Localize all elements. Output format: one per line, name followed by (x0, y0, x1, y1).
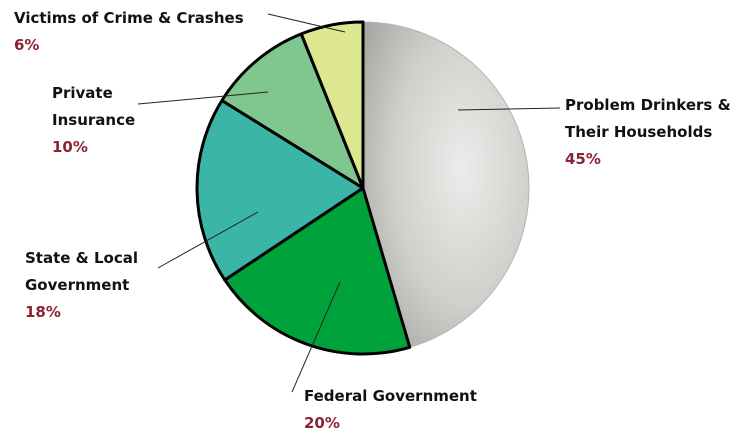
category-name: Victims of Crime & Crashes (14, 5, 314, 32)
value-label: 20% (304, 410, 604, 433)
category-name: Private Insurance (52, 80, 152, 134)
value-label: 6% (14, 32, 314, 59)
category-name: State & Local Government (25, 245, 160, 299)
value-label: 18% (25, 299, 160, 326)
chart (0, 0, 756, 433)
page: Problem Drinkers & Their Households45% Fe… (0, 0, 756, 433)
category-name: Federal Government (304, 383, 604, 410)
category-name: Problem Drinkers & Their Households (565, 92, 740, 146)
value-label: 10% (52, 134, 152, 161)
value-label: 45% (565, 146, 740, 173)
